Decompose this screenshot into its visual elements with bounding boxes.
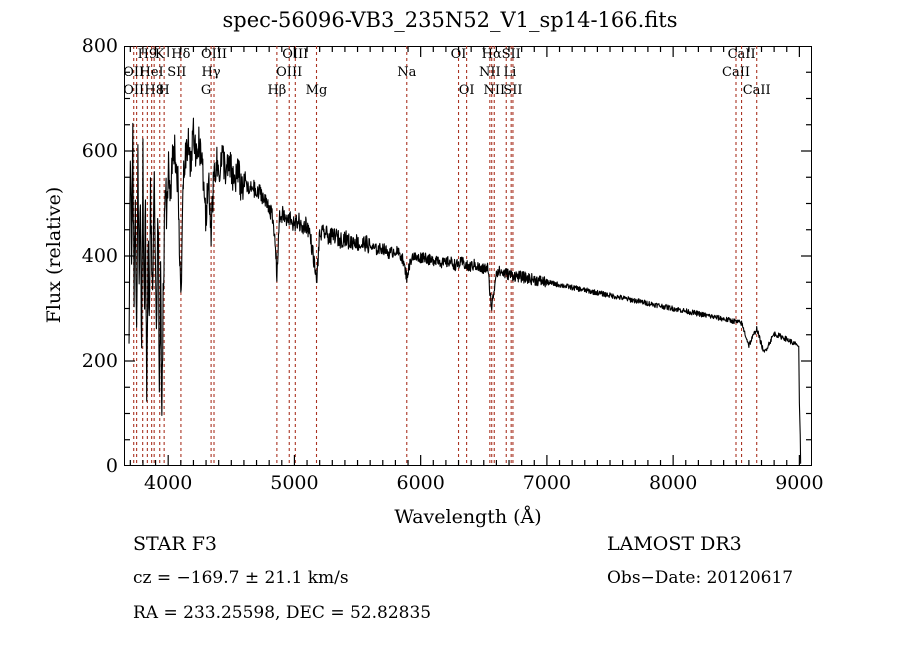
- spectral-line-label: K: [154, 47, 165, 62]
- spectral-line-label: H9: [137, 47, 158, 62]
- y-tick-label: 800: [81, 35, 118, 57]
- spectral-line-label: HeI: [139, 65, 164, 80]
- x-tick-label: 4000: [143, 472, 193, 494]
- x-tick-label: 8000: [648, 472, 698, 494]
- spectral-line-label: H8: [144, 83, 164, 98]
- spectral-line-label: Mg: [305, 83, 328, 98]
- x-tick-label: 6000: [396, 472, 445, 494]
- coordinates-line: RA = 233.25598, DEC = 52.82835: [133, 603, 432, 623]
- spectrum-curve: [128, 117, 802, 464]
- x-tick-label: 7000: [522, 472, 572, 494]
- x-tick-label: 5000: [270, 472, 319, 494]
- y-tick-label: 400: [81, 245, 118, 267]
- spectral-line-label: H: [158, 83, 170, 98]
- spectral-line-label: OIII: [276, 65, 303, 80]
- spectral-line-label: OII: [123, 83, 145, 98]
- y-tick-label: 200: [81, 350, 118, 372]
- y-tick-label: 600: [81, 140, 118, 162]
- spectral-line-label: Hβ: [267, 83, 287, 98]
- spectral-line-label: OIII: [282, 47, 309, 62]
- spectral-line-label: G: [200, 83, 212, 98]
- x-axis-title: Wavelength (Å): [394, 506, 542, 528]
- footer-left-block: STAR F3 cz = −169.7 ± 21.1 km/s RA = 233…: [133, 535, 431, 640]
- spectrum-canvas: [124, 46, 812, 466]
- obs-date-line: Obs−Date: 20120617: [607, 568, 794, 588]
- spectral-line-label: OI: [450, 47, 467, 62]
- emission-line-markers: [133, 46, 758, 466]
- spectral-line-label: Hδ: [171, 47, 191, 62]
- chart-plot-area: H9 K Hδ OIII OIII OI Hα SII CaII OII HeI SII Hγ OIII N…: [123, 46, 812, 466]
- footer-right-block: LAMOST DR3 Obs−Date: 20120617: [607, 535, 793, 605]
- spectral-line-label: OII: [123, 65, 145, 80]
- survey-line: LAMOST DR3: [607, 533, 742, 555]
- spectral-line-label: NII: [483, 83, 506, 98]
- spectral-line-label: NII: [478, 65, 501, 80]
- x-tick-label: 9000: [775, 472, 824, 494]
- y-tick-label: 0: [105, 455, 118, 477]
- axis-ticks: [124, 46, 812, 466]
- spectral-line-label: CaII: [722, 65, 750, 80]
- star-type-line: STAR F3: [133, 533, 217, 555]
- spectral-line-label: Hα: [481, 47, 502, 62]
- spectral-line-label: Hγ: [201, 65, 221, 80]
- spectral-line-label: Li: [503, 65, 517, 80]
- spectral-line-label: CaII: [742, 83, 771, 98]
- spectral-line-label: SII: [167, 65, 187, 80]
- spectral-line-label: CaII: [727, 47, 756, 62]
- spectral-line-label: SII: [501, 47, 521, 62]
- spectral-line-label: Na: [397, 65, 417, 80]
- spectral-line-label: SII: [503, 83, 523, 98]
- spectral-line-label: OIII: [200, 47, 228, 62]
- redshift-line: cz = −169.7 ± 21.1 km/s: [133, 568, 349, 588]
- page-title: spec-56096-VB3_235N52_V1_sp14-166.fits: [222, 8, 678, 32]
- spectral-line-label: OI: [458, 83, 475, 98]
- y-axis-title: Flux (relative): [43, 186, 65, 324]
